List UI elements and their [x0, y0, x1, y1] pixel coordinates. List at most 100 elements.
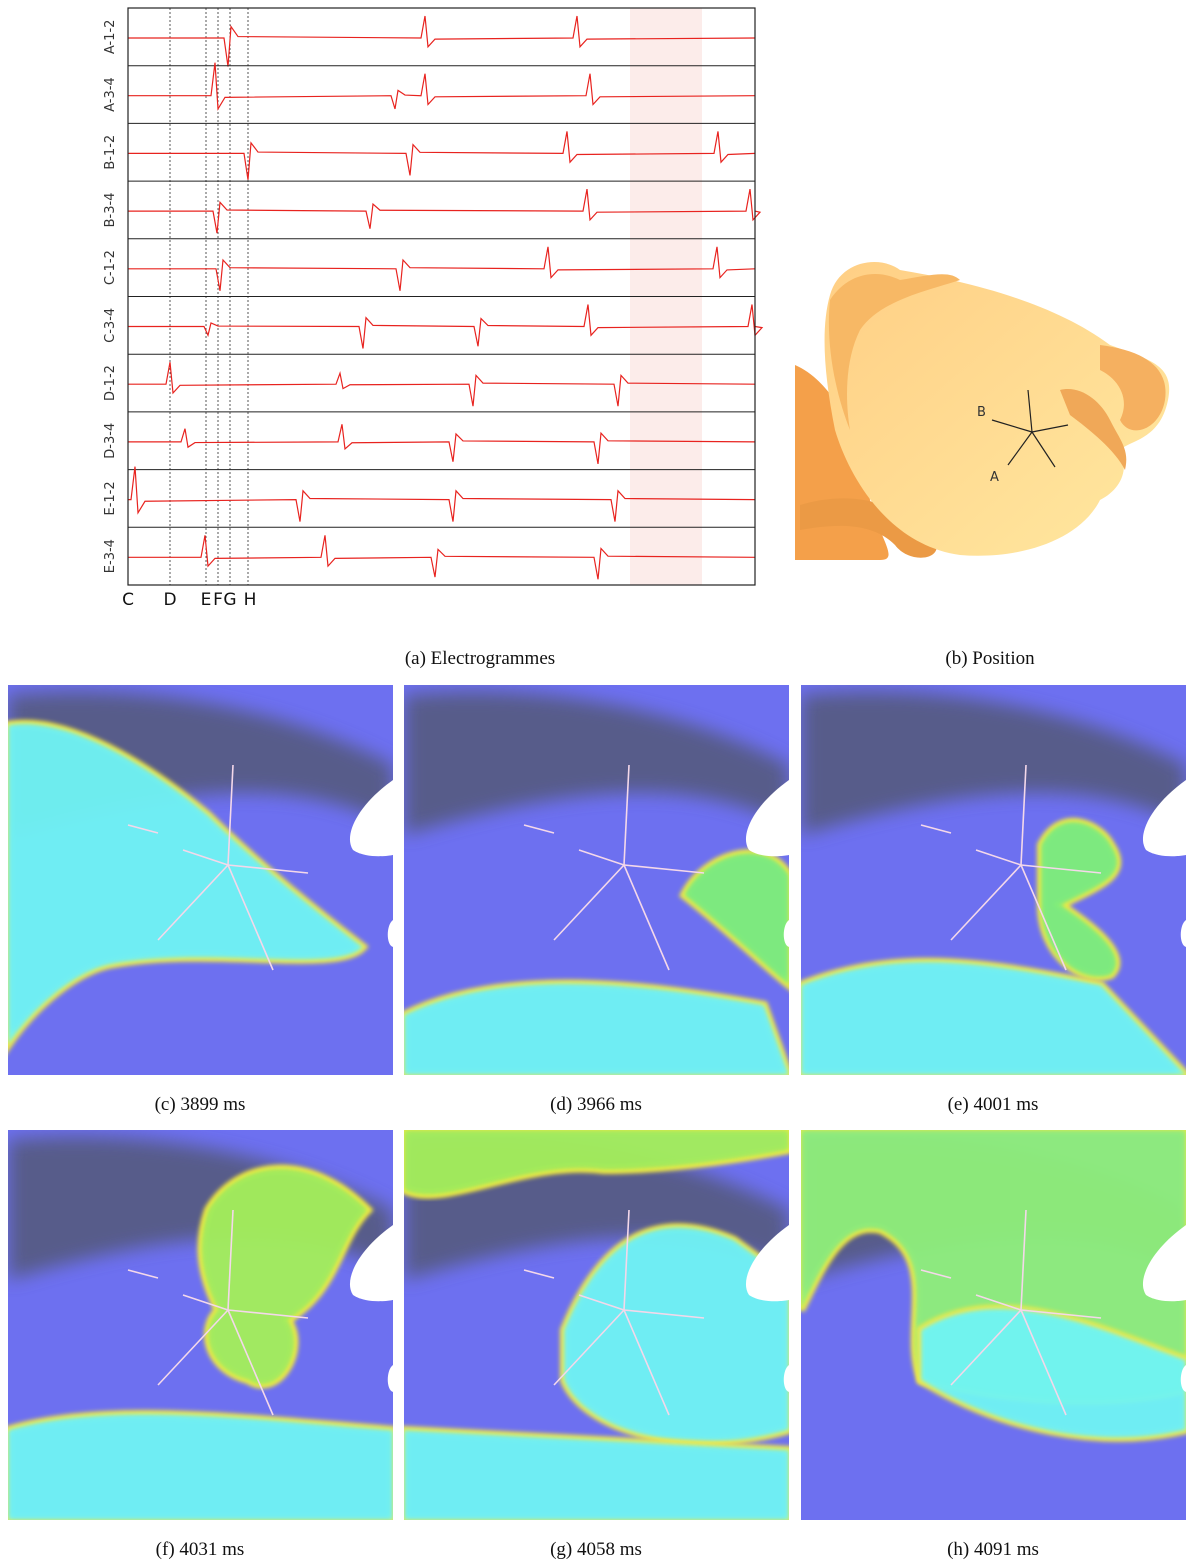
- catheter-spline: [157, 864, 229, 941]
- channel-label: B-1-2: [103, 135, 118, 170]
- trace: [128, 535, 756, 580]
- wave-region: [801, 961, 1186, 1075]
- snapshot: [8, 685, 393, 1075]
- catheter-spline: [623, 764, 630, 866]
- plot-frame: [127, 7, 756, 586]
- catheter-spline: [227, 1209, 234, 1311]
- wave-region: [404, 1130, 789, 1195]
- catheter-spline: [1020, 764, 1027, 866]
- caption: (d) 3966 ms: [550, 1094, 642, 1115]
- surface-content: [8, 1136, 393, 1520]
- catheter-spline: [578, 1294, 625, 1311]
- catheter-spline: [623, 1209, 630, 1311]
- dark-band: [404, 691, 789, 835]
- trace: [128, 466, 756, 522]
- snapshot: [404, 1130, 789, 1520]
- marker-label: H: [244, 590, 257, 610]
- catheter-spline: [182, 849, 229, 866]
- marker-label: G: [223, 590, 236, 610]
- caption: (g) 4058 ms: [550, 1539, 642, 1560]
- catheter-spline: [523, 1269, 555, 1279]
- cutout: [349, 1225, 393, 1302]
- channel-label: A-3-4: [103, 77, 118, 112]
- catheter-spline: [1020, 1309, 1102, 1319]
- wave-region: [404, 983, 789, 1075]
- catheter-spline: [950, 1309, 1022, 1386]
- caption: (a) Electrogrammes: [405, 648, 555, 669]
- catheter-spline: [127, 1269, 159, 1279]
- cutout: [1142, 1225, 1186, 1302]
- caption: (c) 3899 ms: [155, 1094, 246, 1115]
- trace: [128, 246, 756, 291]
- caption: (e) 4001 ms: [948, 1094, 1039, 1115]
- snapshots: (c) 3899 ms (d) 3966 ms (e) 4001 ms (f) 403…: [8, 685, 1186, 1560]
- catheter-spline: [578, 849, 625, 866]
- catheter-spline: [1020, 1209, 1027, 1311]
- caption: (f) 4031 ms: [156, 1539, 245, 1560]
- channel-label: C-3-4: [103, 308, 118, 343]
- trace: [128, 362, 756, 407]
- wave-region: [1041, 821, 1118, 977]
- cutout: [783, 1365, 789, 1392]
- cutout: [1180, 1365, 1186, 1392]
- catheter-spline: [227, 1309, 309, 1319]
- caption: (h) 4091 ms: [947, 1539, 1039, 1560]
- trace: [128, 131, 756, 180]
- surface-content: [801, 1130, 1186, 1442]
- cutout: [745, 780, 789, 857]
- dark-band: [801, 691, 1186, 835]
- catheter-spline: [920, 824, 952, 834]
- catheter-spline: [227, 1309, 274, 1416]
- surface-content: [404, 1130, 789, 1520]
- catheter-spline: [975, 1294, 1022, 1311]
- surface-content: [801, 691, 1186, 1075]
- wave-region: [404, 1430, 789, 1520]
- wave-region: [8, 1414, 393, 1520]
- surface-content: [404, 691, 789, 1075]
- catheter-spline: [157, 1309, 229, 1386]
- cutout: [1180, 920, 1186, 947]
- catheter-spline: [920, 1269, 952, 1279]
- trace: [128, 424, 756, 465]
- catheter-spline: [127, 824, 159, 834]
- cutout: [745, 1225, 789, 1302]
- catheter-spline: [623, 864, 670, 971]
- catheter-spline: [553, 1309, 625, 1386]
- trace: [128, 62, 756, 111]
- cutout: [783, 920, 789, 947]
- cutout: [349, 780, 393, 857]
- electrogrammes: A-1-2 A-3-4 B-1-2 B-3-4 C-1-2 C-3-4 D-1-2 D-3-4…: [103, 8, 764, 610]
- snapshot: [404, 685, 789, 1075]
- catheter-spline: [227, 764, 234, 866]
- wave-region: [8, 723, 363, 1045]
- trace: [128, 15, 756, 67]
- catheter-spline: [1020, 864, 1102, 874]
- catheter-spline: [1020, 864, 1067, 971]
- wave-region: [684, 853, 789, 985]
- snapshot: [8, 1130, 393, 1520]
- catheter-spline: [182, 1294, 229, 1311]
- channel-label: C-1-2: [103, 250, 118, 285]
- catheter-spline: [623, 864, 705, 874]
- trace: [128, 304, 764, 349]
- catheter-spline: [227, 864, 274, 971]
- position-label: A: [990, 470, 999, 485]
- snapshot: [801, 1130, 1186, 1520]
- channel-label: A-1-2: [103, 20, 118, 55]
- cutout: [387, 920, 393, 947]
- position-label: B: [977, 405, 986, 420]
- channel-label: D-1-2: [103, 365, 118, 401]
- trace: [128, 188, 762, 234]
- channel-label: D-3-4: [103, 423, 118, 459]
- snapshot: [801, 685, 1186, 1075]
- catheter-spline: [553, 864, 625, 941]
- catheter-spline: [623, 1309, 705, 1319]
- wave-region: [201, 1168, 368, 1385]
- catheter-spline: [975, 849, 1022, 866]
- channel-label: E-1-2: [103, 481, 118, 515]
- marker-label: D: [163, 590, 176, 610]
- marker-label: E: [201, 590, 212, 610]
- catheter-spline: [950, 864, 1022, 941]
